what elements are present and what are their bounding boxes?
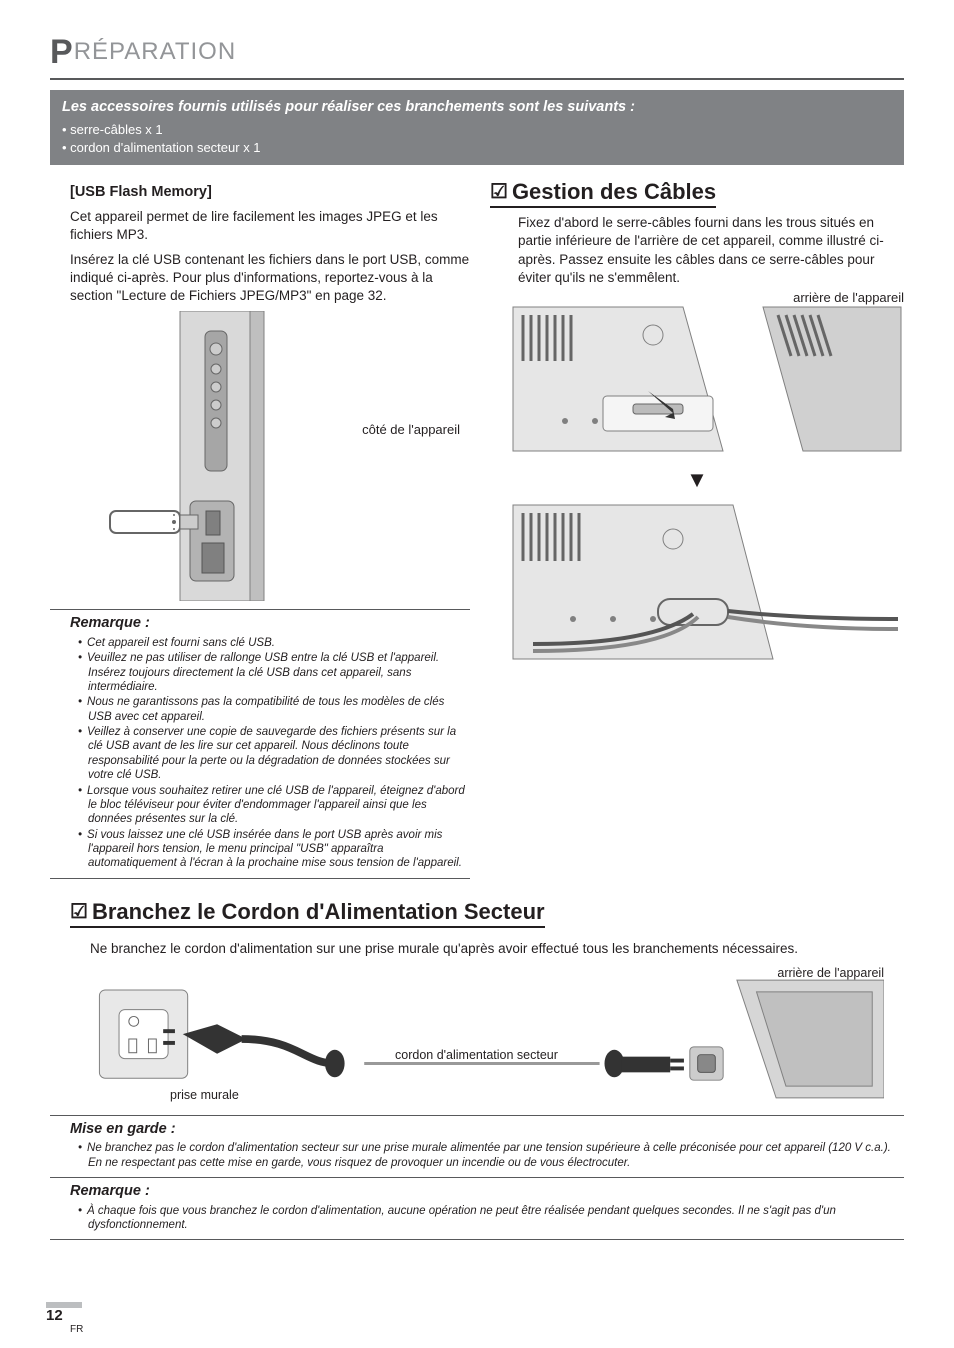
- remarque-1-list: Cet appareil est fourni sans clé USB. Ve…: [78, 636, 470, 871]
- usb-p2: Insérez la clé USB contenant les fichier…: [70, 251, 470, 306]
- mise-en-garde-title: Mise en garde :: [70, 1120, 904, 1140]
- remarque-1-title: Remarque :: [70, 614, 470, 634]
- page-lang: FR: [70, 1323, 83, 1337]
- remarque-1-item-4: Lorsque vous souhaitez retirer une clé U…: [78, 784, 470, 827]
- remarque-1: Remarque : Cet appareil est fourni sans …: [50, 609, 470, 879]
- remarque-1-item-2: Nous ne garantissons pas la compatibilit…: [78, 695, 470, 724]
- usb-fig-label: côté de l'appareil: [362, 421, 460, 439]
- check-icon: ☑: [70, 899, 88, 926]
- remarque-2-title: Remarque :: [70, 1182, 904, 1202]
- accessories-bar: Les accessoires fournis utilisés pour ré…: [50, 90, 904, 165]
- power-heading-text: Branchez le Cordon d'Alimentation Secteu…: [92, 899, 545, 924]
- mise-en-garde-list: Ne branchez pas le cordon d'alimentation…: [78, 1141, 904, 1170]
- remarque-1-item-0: Cet appareil est fourni sans clé USB.: [78, 636, 470, 650]
- accessories-item-1: • cordon d'alimentation secteur x 1: [62, 139, 892, 157]
- power-figure: arrière de l'appareil: [70, 969, 884, 1109]
- usb-p1: Cet appareil permet de lire facilement l…: [70, 208, 470, 244]
- power-label-rear: arrière de l'appareil: [777, 965, 884, 982]
- usb-heading: [USB Flash Memory]: [70, 183, 470, 203]
- page-number-text: 12: [46, 1307, 63, 1324]
- remarque-2: Remarque : À chaque fois que vous branch…: [50, 1178, 904, 1240]
- mise-en-garde: Mise en garde : Ne branchez pas le cordo…: [50, 1115, 904, 1178]
- cables-heading: ☑Gestion des Câbles: [490, 177, 716, 209]
- remarque-1-item-5: Si vous laissez une clé USB insérée dans…: [78, 828, 470, 871]
- section-title: PRÉPARATION: [50, 30, 904, 80]
- right-column: ☑Gestion des Câbles Fixez d'abord le ser…: [490, 177, 904, 879]
- accessories-title: Les accessoires fournis utilisés pour ré…: [62, 98, 892, 118]
- remarque-1-item-1: Veuillez ne pas utiliser de rallonge USB…: [78, 651, 470, 694]
- accessories-item-0: • serre-câbles x 1: [62, 121, 892, 139]
- section-title-rest: RÉPARATION: [74, 38, 236, 65]
- power-label-outlet: prise murale: [170, 1087, 239, 1104]
- cables-heading-wrap: ☑Gestion des Câbles: [490, 177, 904, 215]
- cables-figure-2: [502, 499, 904, 669]
- two-col: [USB Flash Memory] Cet appareil permet d…: [50, 177, 904, 879]
- section-title-first: P: [50, 33, 74, 71]
- check-icon: ☑: [490, 179, 508, 206]
- cables-figure-1: [502, 301, 904, 461]
- cables-heading-text: Gestion des Câbles: [512, 179, 716, 204]
- power-p1: Ne branchez le cordon d'alimentation sur…: [90, 940, 904, 958]
- usb-figure: côté de l'appareil: [70, 311, 470, 601]
- power-section: ☑Branchez le Cordon d'Alimentation Secte…: [50, 897, 904, 1241]
- arrow-down-icon: ▼: [490, 465, 904, 495]
- mise-en-garde-item-0: Ne branchez pas le cordon d'alimentation…: [78, 1141, 904, 1170]
- remarque-2-list: À chaque fois que vous branchez le cordo…: [78, 1204, 904, 1233]
- left-column: [USB Flash Memory] Cet appareil permet d…: [50, 177, 470, 879]
- remarque-1-item-3: Veillez à conserver une copie de sauvega…: [78, 725, 470, 783]
- remarque-2-item-0: À chaque fois que vous branchez le cordo…: [78, 1204, 904, 1233]
- power-label-cord: cordon d'alimentation secteur: [395, 1047, 558, 1064]
- power-heading: ☑Branchez le Cordon d'Alimentation Secte…: [70, 897, 545, 929]
- cables-p1: Fixez d'abord le serre-câbles fourni dan…: [518, 214, 904, 287]
